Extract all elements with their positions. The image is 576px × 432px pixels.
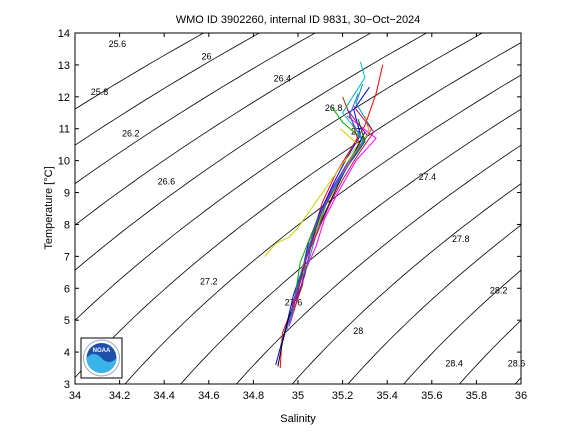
profile-line [264,128,359,257]
density-contour [180,108,521,384]
x-axis-ticks: 34 34.2 34.4 34.6 34.8 35 35.2 35.4 35.6 35.8 36 [69,33,527,402]
density-contour [124,74,521,384]
density-contour [403,269,521,384]
profile-series [264,61,384,369]
contour-label: 26.4 [274,74,292,84]
density-contour [75,33,372,226]
y-axis-title: Temperature [°C] [43,166,55,249]
x-tick-label: 35.6 [421,390,442,402]
density-contour-labels: 25.625.82626.226.426.626.82727.227.427.6… [91,39,526,368]
contour-label: 28 [353,326,363,336]
contour-label: 26.6 [158,176,176,186]
contour-label: 26 [202,51,212,61]
y-tick-label: 8 [64,219,70,231]
y-axis-ticks: 3 4 5 6 7 8 9 10 11 12 13 14 [58,28,521,391]
contour-label: 28.6 [508,359,526,369]
density-contour [75,33,205,110]
profile-line [275,86,370,366]
contour-label: 26.2 [122,129,140,139]
contour-label: 27 [351,127,361,137]
y-tick-label: 5 [64,315,70,327]
y-tick-label: 11 [59,124,70,136]
x-tick-label: 35 [292,390,304,402]
density-contour [75,33,428,271]
contour-label: 28.2 [490,286,508,296]
contour-label: 25.8 [91,87,109,97]
noaa-logo-wave [86,354,117,374]
y-tick-label: 13 [58,60,70,72]
plot-area [75,33,521,384]
contour-label: 28.4 [445,359,463,369]
profile-line [293,106,375,308]
y-tick-label: 12 [58,92,70,104]
y-tick-label: 14 [58,28,70,40]
density-contour [291,183,521,384]
contour-label: 25.6 [109,39,127,49]
y-tick-label: 9 [64,188,70,200]
density-contour [75,42,521,379]
contour-label: 26.8 [325,103,343,113]
contour-label: 27.2 [200,277,218,287]
y-tick-label: 7 [64,251,70,263]
density-contour [557,17,576,400]
y-tick-label: 3 [64,379,70,391]
x-tick-label: 34.8 [243,390,264,402]
x-tick-label: 34.4 [153,390,174,402]
x-tick-label: 35.8 [466,390,487,402]
density-contour [75,33,316,185]
x-tick-label: 35.2 [332,390,353,402]
x-axis-title: Salinity [280,413,316,425]
noaa-logo-text: NOAA [93,348,111,354]
density-contour [75,33,484,321]
x-tick-label: 36 [515,390,527,402]
density-contour [347,224,521,384]
density-contour [458,319,521,384]
x-tick-label: 34.6 [198,390,219,402]
profile-line [286,93,364,330]
contour-label: 27.4 [419,172,437,182]
y-tick-label: 4 [64,347,70,359]
y-tick-label: 6 [64,283,70,295]
x-tick-label: 34 [69,390,81,402]
x-tick-label: 35.4 [376,390,397,402]
noaa-logo: NOAA [80,337,123,379]
contour-label: 27.8 [452,234,470,244]
chart-title: WMO ID 3902260, internal ID 9831, 30−Oct… [176,14,421,26]
y-tick-label: 10 [58,156,70,168]
x-tick-label: 34.2 [109,390,130,402]
density-contour [75,33,261,146]
